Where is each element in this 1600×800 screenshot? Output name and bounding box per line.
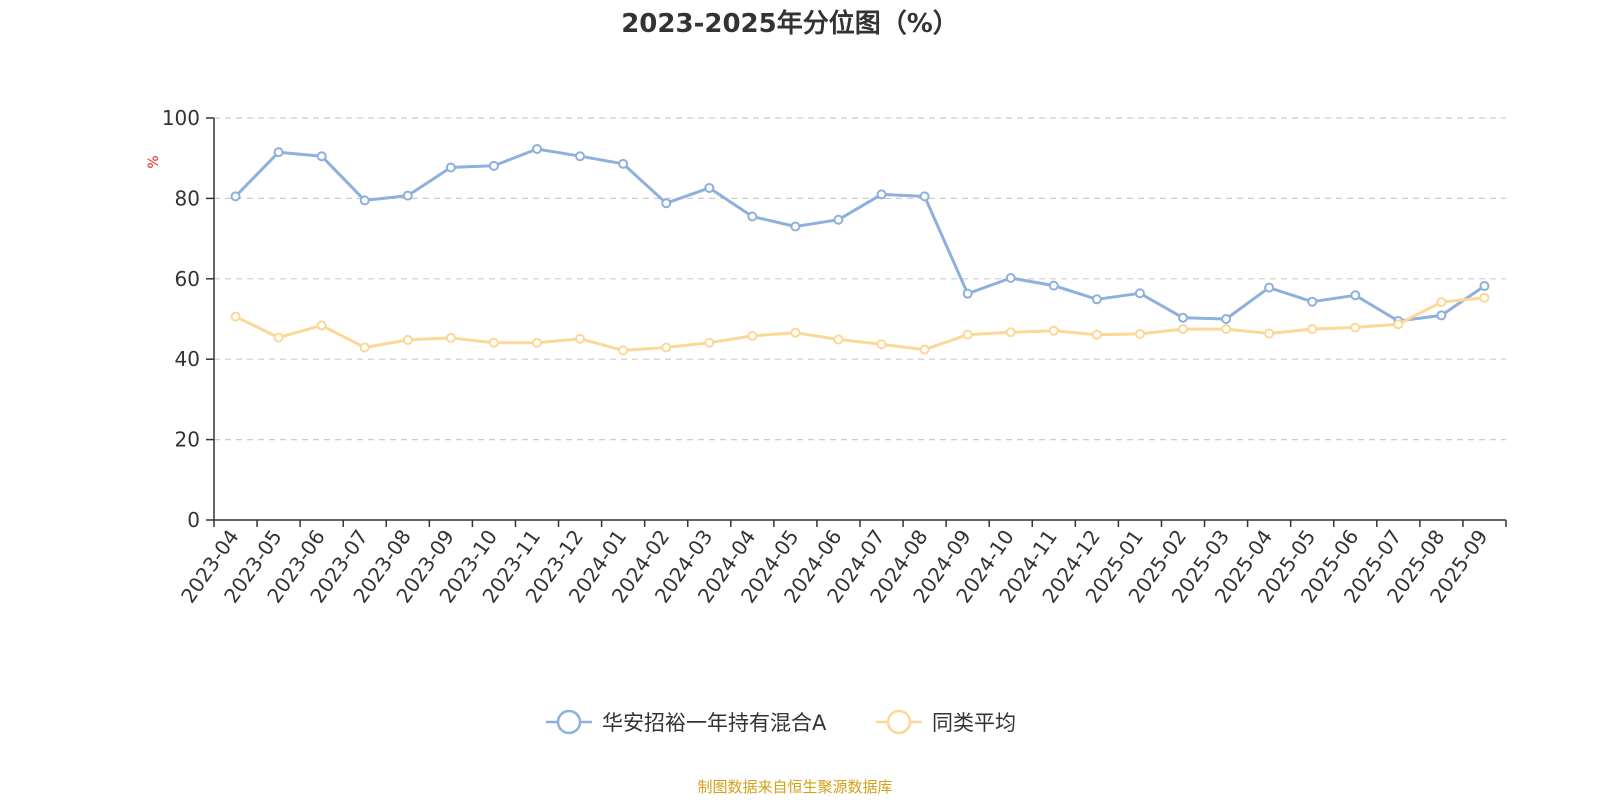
data-point (790, 221, 801, 232)
data-point (1307, 324, 1318, 335)
data-point (1221, 324, 1232, 335)
data-point (1048, 325, 1059, 336)
data-point (575, 151, 586, 162)
y-tick-label: 0 (187, 508, 200, 532)
series-line (234, 296, 1485, 352)
legend-item-2: 同类平均 (876, 709, 1016, 735)
data-point (359, 342, 370, 353)
data-point (445, 332, 456, 343)
y-tick-label: 60 (175, 267, 200, 291)
data-point (1091, 329, 1102, 340)
data-point (445, 162, 456, 173)
axes: 0204060801002023-042023-052023-062023-07… (162, 106, 1507, 607)
source-note: 制图数据来自恒生聚源数据库 (697, 778, 892, 796)
data-point (1134, 288, 1145, 299)
data-point (618, 158, 629, 169)
data-point (402, 334, 413, 345)
data-point (532, 143, 542, 154)
data-point (1436, 310, 1447, 321)
data-point (1307, 296, 1318, 307)
series-1 (230, 143, 1490, 327)
chart-title: 2023-2025年分位图（%） (621, 8, 959, 39)
legend: 华安招裕一年持有混合A 同类平均 (546, 709, 1016, 735)
data-point (1479, 281, 1490, 292)
data-point (833, 214, 844, 225)
data-point (1005, 272, 1016, 283)
data-point (1479, 292, 1490, 303)
grid (214, 117, 1506, 441)
data-point (273, 332, 284, 343)
legend-item-1: 华安招裕一年持有混合A (546, 709, 827, 735)
data-point (359, 195, 370, 206)
data-point (876, 189, 887, 200)
legend-label: 同类平均 (932, 711, 1016, 735)
legend-swatch-marker (886, 709, 912, 735)
data-point (1350, 290, 1361, 301)
series-line (234, 147, 1486, 323)
data-point (1393, 319, 1404, 330)
data-point (661, 342, 672, 353)
data-point (747, 330, 758, 341)
data-point (747, 211, 758, 222)
data-point (1264, 328, 1275, 339)
data-point (919, 344, 930, 355)
data-point (919, 191, 930, 202)
series (230, 143, 1490, 356)
y-tick-label: 80 (175, 186, 200, 210)
data-point (230, 191, 241, 202)
data-point (1134, 328, 1145, 339)
y-axis-label: % (146, 155, 162, 168)
data-point (230, 311, 241, 322)
legend-label: 华安招裕一年持有混合A (602, 711, 827, 735)
y-tick-label: 20 (175, 428, 200, 452)
data-point (273, 147, 284, 158)
data-point (704, 337, 715, 348)
data-point (316, 151, 327, 162)
data-point (575, 333, 586, 344)
data-point (661, 198, 672, 209)
series-2 (230, 292, 1490, 356)
data-point (1436, 297, 1447, 308)
data-point (704, 182, 715, 193)
data-point (618, 345, 629, 356)
data-point (488, 160, 499, 171)
legend-swatch-marker (556, 709, 582, 735)
data-point (1048, 280, 1059, 291)
data-point (790, 327, 801, 338)
data-point (1178, 324, 1188, 335)
data-point (1091, 294, 1102, 305)
data-point (402, 190, 413, 201)
data-point (316, 320, 327, 331)
y-tick-label: 100 (162, 106, 200, 130)
y-tick-label: 40 (175, 347, 200, 371)
data-point (833, 334, 844, 345)
data-point (1005, 327, 1016, 338)
data-point (1264, 282, 1275, 293)
data-point (1221, 314, 1232, 324)
data-point (1178, 312, 1188, 323)
data-point (532, 337, 542, 348)
data-point (1350, 322, 1361, 333)
data-point (962, 288, 973, 299)
data-point (488, 337, 499, 348)
data-point (962, 329, 973, 340)
data-point (876, 339, 887, 350)
